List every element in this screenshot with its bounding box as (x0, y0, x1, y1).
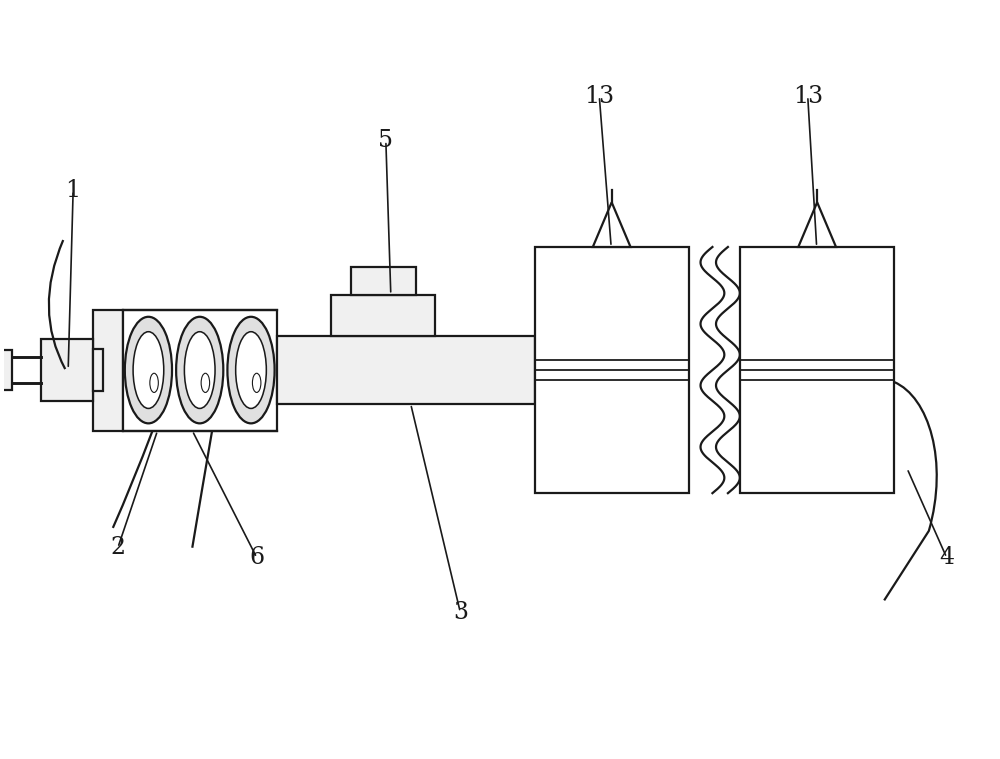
Ellipse shape (236, 332, 266, 408)
Text: 13: 13 (584, 84, 614, 108)
Bar (93, 310, 123, 430)
Text: 1: 1 (66, 179, 81, 202)
Bar (93, 349, 103, 391)
Text: 13: 13 (793, 84, 823, 108)
Ellipse shape (133, 332, 164, 408)
Bar (41, 339, 93, 401)
Text: 3: 3 (453, 601, 468, 624)
Text: 5: 5 (378, 129, 393, 153)
Ellipse shape (184, 332, 215, 408)
Bar (740, 247, 894, 493)
Bar (351, 267, 416, 294)
Polygon shape (593, 203, 631, 247)
Ellipse shape (176, 317, 223, 424)
Bar (123, 310, 277, 430)
Ellipse shape (125, 317, 172, 424)
Ellipse shape (201, 373, 210, 392)
Text: 4: 4 (939, 546, 954, 569)
Polygon shape (798, 203, 836, 247)
Ellipse shape (252, 373, 261, 392)
Bar (2, 350, 12, 390)
Ellipse shape (227, 317, 275, 424)
Bar (277, 336, 535, 404)
Bar (535, 247, 689, 493)
Text: 2: 2 (110, 537, 125, 559)
Bar (331, 294, 435, 336)
Text: 6: 6 (249, 546, 264, 569)
Ellipse shape (150, 373, 158, 392)
